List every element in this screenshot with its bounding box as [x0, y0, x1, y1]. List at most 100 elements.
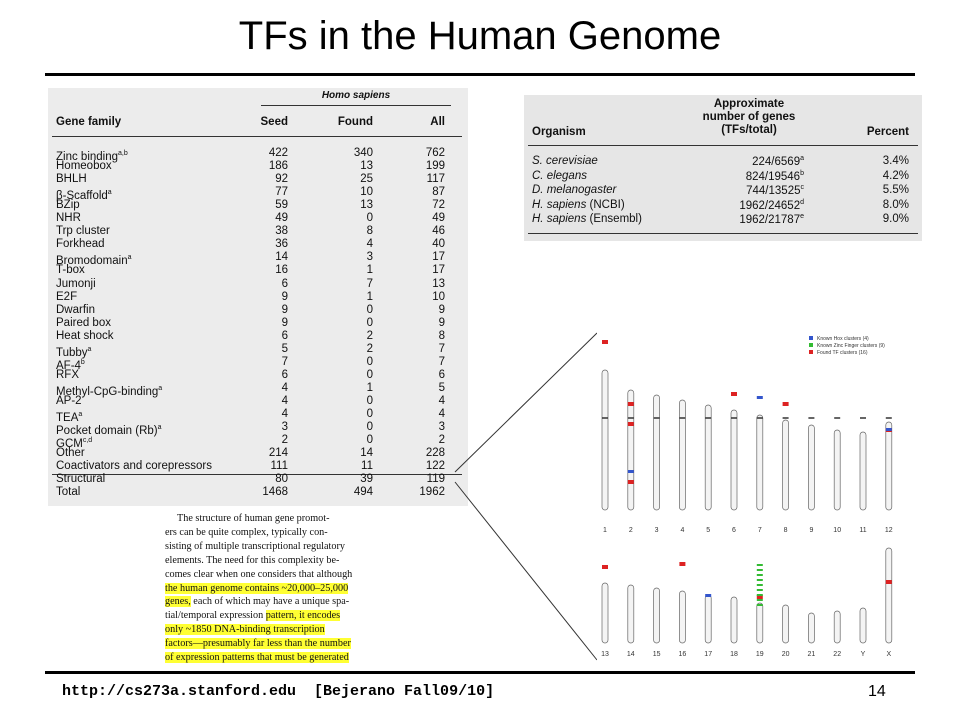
table-row: BZip 59 13 72 [56, 199, 456, 212]
header-line: number of genes [702, 111, 796, 123]
table-cell: 762 [425, 147, 445, 159]
family-name: β-Scaffold [56, 189, 108, 202]
chromosome [679, 590, 686, 644]
highlighted-text: genes, [165, 596, 191, 608]
chromosome-label: 16 [679, 651, 687, 658]
table-row: AF-4b 7 0 7 [56, 356, 456, 372]
table-rule [528, 145, 918, 146]
table-cell: 13 [360, 199, 373, 212]
text-line: genes, each of which may have a unique s… [165, 595, 375, 609]
chromosome-label: 12 [885, 527, 893, 534]
column-header: Gene family [56, 116, 122, 128]
table-cell: 0 [366, 394, 373, 407]
organism-name: C. elegans [532, 170, 587, 182]
table-row: Zinc bindinga,b 422 340 762 [56, 147, 456, 163]
footnote-mark: a [107, 189, 112, 197]
cluster-marker [885, 428, 892, 431]
table-cell: 7 [366, 277, 373, 290]
table-cell: 72 [432, 199, 445, 212]
family-name: Bromodomain [56, 255, 128, 268]
family-name: Heat shock [56, 329, 114, 342]
table-cell: 46 [432, 225, 445, 238]
table-row: E2F 9 1 10 [56, 291, 456, 304]
table-row: NHR 49 0 49 [56, 212, 456, 225]
table-row: Homeobox 186 13 199 [56, 160, 456, 173]
footnote-mark: a [87, 345, 92, 353]
cluster-marker [756, 574, 763, 576]
family-name: BZip [56, 199, 80, 212]
table-cell: 16 [275, 264, 288, 277]
body-text: each of which may have a unique spa- [190, 596, 350, 608]
chromosome-label: 9 [809, 527, 813, 534]
table-cell: 1962 [419, 486, 445, 499]
table-group-header: Homo sapiens [321, 90, 391, 101]
cluster-marker [627, 402, 634, 406]
organism-name: H. sapiens (NCBI) [532, 199, 625, 211]
table-cell: 214 [268, 447, 288, 460]
table-cell: 10 [360, 186, 373, 199]
footnote-mark: a [157, 424, 162, 432]
table-cell: 3 [366, 251, 373, 264]
table-row: Paired box 9 0 9 [56, 317, 456, 330]
family-name: Homeobox [56, 160, 112, 173]
column-header: All [430, 116, 445, 128]
table-cell: 10 [432, 290, 445, 303]
text-line: The structure of human gene promot- [165, 512, 375, 526]
text-line: elements. The need for this complexity b… [165, 554, 375, 568]
footnote-mark: a [78, 411, 83, 418]
family-name: E2F [56, 290, 78, 303]
table-row: AP-2 4 0 4 [56, 395, 456, 408]
table-cell: 49 [275, 212, 288, 225]
footer-rule [45, 671, 915, 674]
table-row: Pocket domain (Rb)a 3 0 3 [56, 421, 456, 437]
cluster-marker [756, 589, 763, 591]
table-row: Structural 80 39 119 [56, 473, 456, 486]
footer-text: http://cs273a.stanford.edu [Bejerano Fal… [62, 683, 495, 700]
table-cell: 8 [438, 329, 445, 342]
percent-value: 4.2% [882, 169, 909, 182]
family-name: GCM [56, 437, 83, 450]
highlighted-text: only ~1850 DNA-binding transcription [165, 624, 325, 636]
table-cell: 1468 [262, 486, 288, 499]
table-cell: 3 [281, 421, 288, 434]
column-header: Percent [866, 126, 909, 138]
family-name: Dwarfin [56, 303, 95, 316]
footnote-mark: e [800, 213, 804, 220]
chromosome [601, 582, 609, 644]
table-row: β-Scaffolda 77 10 87 [56, 186, 456, 202]
text-line: ers can be quite complex, typically con- [165, 526, 375, 540]
gene-count: 1962/24652d [674, 199, 804, 212]
gene-count: 824/19546b [674, 170, 804, 183]
family-name: Other [56, 447, 85, 460]
table-row: RFX 6 0 6 [56, 369, 456, 382]
family-name: Methyl-CpG-binding [56, 385, 159, 398]
chromosome-label: 21 [808, 651, 816, 658]
gene-count: 224/6569a [674, 155, 804, 168]
footnote-mark: c,d [82, 437, 93, 445]
table-cell: 40 [432, 238, 445, 251]
family-name: T-box [56, 264, 85, 277]
count-value: 824/19546 [745, 170, 801, 183]
table-cell: 494 [353, 486, 373, 499]
cluster-marker [756, 564, 763, 566]
cluster-marker [756, 595, 763, 599]
header-line: Approximate [713, 98, 785, 110]
table-cell: 17 [432, 251, 445, 264]
highlighted-text: pattern, it encodes [265, 610, 341, 622]
cluster-marker [782, 402, 789, 406]
table-cell: 9 [281, 303, 288, 316]
table-row: GCMc,d 2 0 2 [56, 434, 456, 450]
page-number: 14 [868, 683, 886, 700]
cluster-marker [756, 594, 763, 596]
chromosome [859, 431, 867, 511]
table-cell: 2 [438, 434, 445, 447]
table-row: Dwarfin 9 0 9 [56, 304, 456, 317]
table-cell: 6 [438, 368, 445, 381]
table-cell: 340 [353, 147, 373, 159]
legend-swatch [809, 343, 813, 347]
cluster-marker [756, 599, 763, 601]
family-name: RFX [56, 368, 79, 381]
chromosome-label: 5 [706, 527, 710, 534]
table-row: Bromodomaina 14 3 17 [56, 251, 456, 268]
footnote-mark: a [158, 384, 163, 392]
